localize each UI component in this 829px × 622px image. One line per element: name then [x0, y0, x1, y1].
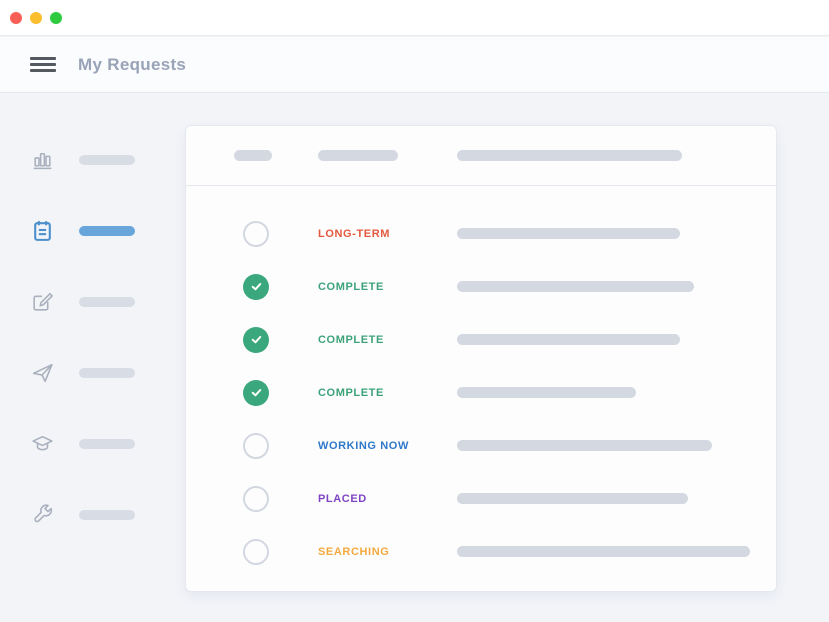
content-area: LONG-TERM COMPLETE COMPLETE COMPLETE WOR…	[0, 94, 829, 622]
status-checkbox-checked[interactable]	[243, 379, 269, 406]
zoom-button[interactable]	[50, 11, 62, 24]
request-row[interactable]: WORKING NOW	[186, 419, 776, 472]
graduation-cap-icon	[30, 431, 55, 456]
nav-label-placeholder	[79, 367, 135, 378]
close-button[interactable]	[10, 11, 22, 24]
status-label: WORKING NOW	[318, 439, 409, 452]
request-text-placeholder	[457, 228, 680, 239]
request-row[interactable]: SEARCHING	[186, 525, 776, 578]
request-text-placeholder	[457, 387, 636, 398]
request-row[interactable]: COMPLETE	[186, 260, 776, 313]
status-label: COMPLETE	[318, 280, 384, 293]
edit-icon	[30, 289, 55, 314]
status-label: SEARCHING	[318, 545, 390, 558]
request-rows: LONG-TERM COMPLETE COMPLETE COMPLETE WOR…	[186, 186, 776, 578]
status-label: PLACED	[318, 492, 367, 505]
status-label: COMPLETE	[318, 333, 384, 346]
request-row[interactable]: COMPLETE	[186, 366, 776, 419]
request-text-placeholder	[457, 493, 688, 504]
status-checkbox[interactable]	[243, 485, 269, 512]
bar-chart-icon	[30, 147, 55, 172]
nav-label-placeholder	[79, 296, 135, 307]
request-row[interactable]: COMPLETE	[186, 313, 776, 366]
page-title: My Requests	[78, 54, 187, 74]
status-checkbox-checked[interactable]	[243, 326, 269, 353]
table-header	[186, 126, 776, 186]
request-row[interactable]: PLACED	[186, 472, 776, 525]
nav-label-placeholder	[79, 509, 135, 520]
clipboard-icon	[30, 218, 55, 243]
minimize-button[interactable]	[30, 11, 42, 24]
request-row[interactable]: LONG-TERM	[186, 207, 776, 260]
status-checkbox[interactable]	[243, 220, 269, 247]
status-label: COMPLETE	[318, 386, 384, 399]
request-text-placeholder	[457, 440, 712, 451]
sidebar-item-bar-chart[interactable]	[0, 124, 185, 195]
sidebar-item-wrench[interactable]	[0, 479, 185, 550]
status-checkbox[interactable]	[243, 432, 269, 459]
status-checkbox[interactable]	[243, 538, 269, 565]
request-text-placeholder	[457, 334, 680, 345]
paper-plane-icon	[30, 360, 55, 385]
sidebar-item-graduation-cap[interactable]	[0, 408, 185, 479]
request-text-placeholder	[457, 546, 750, 557]
sidebar	[0, 94, 185, 550]
nav-label-placeholder	[79, 225, 135, 236]
wrench-icon	[30, 502, 55, 527]
window-titlebar	[0, 0, 829, 36]
nav-label-placeholder	[79, 438, 135, 449]
menu-icon[interactable]	[30, 54, 56, 75]
app-header: My Requests	[0, 37, 829, 93]
sidebar-item-paper-plane[interactable]	[0, 337, 185, 408]
nav-label-placeholder	[79, 154, 135, 165]
column-header-placeholder	[318, 150, 398, 161]
sidebar-item-edit[interactable]	[0, 266, 185, 337]
column-header-placeholder	[234, 150, 272, 161]
requests-table: LONG-TERM COMPLETE COMPLETE COMPLETE WOR…	[185, 125, 777, 592]
status-checkbox-checked[interactable]	[243, 273, 269, 300]
request-text-placeholder	[457, 281, 694, 292]
sidebar-item-clipboard[interactable]	[0, 195, 185, 266]
status-label: LONG-TERM	[318, 227, 391, 240]
column-header-placeholder	[457, 150, 682, 161]
